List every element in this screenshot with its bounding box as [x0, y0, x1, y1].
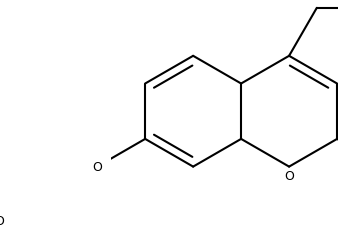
- Text: O: O: [92, 160, 102, 173]
- Text: O: O: [0, 214, 4, 227]
- Text: O: O: [284, 169, 294, 182]
